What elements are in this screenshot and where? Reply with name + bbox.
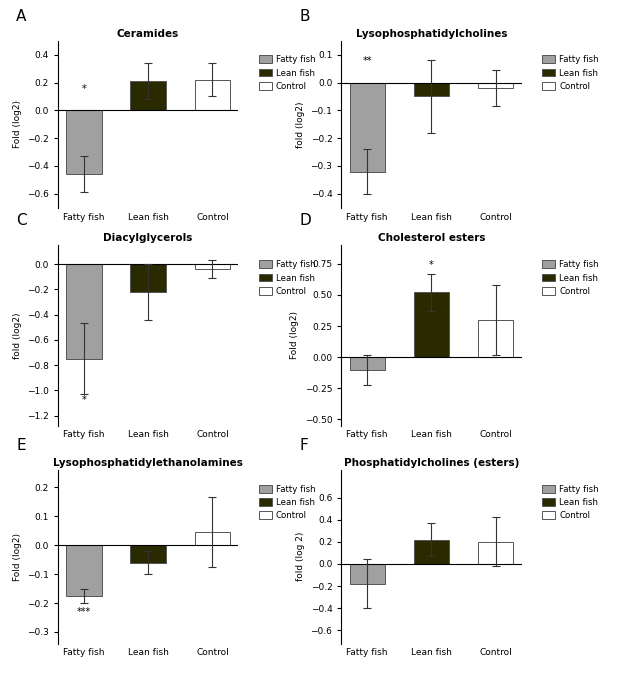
Y-axis label: fold (log 2): fold (log 2) (296, 532, 305, 582)
Y-axis label: fold (log2): fold (log2) (296, 101, 305, 148)
Bar (131, 264, 166, 292)
Legend: Fatty fish, Lean fish, Control: Fatty fish, Lean fish, Control (540, 483, 601, 522)
Legend: Fatty fish, Lean fish, Control: Fatty fish, Lean fish, Control (540, 259, 601, 298)
Bar (194, 532, 230, 545)
Y-axis label: Fold (log2): Fold (log2) (12, 533, 21, 581)
Title: Ceramides: Ceramides (117, 29, 179, 39)
Text: C: C (16, 213, 26, 228)
Bar (131, 81, 166, 110)
Y-axis label: fold (log2): fold (log2) (12, 312, 21, 359)
Text: ***: *** (77, 607, 91, 618)
Text: B: B (299, 9, 310, 24)
Text: *: * (81, 396, 86, 405)
Bar (478, 542, 513, 564)
Text: *: * (429, 260, 434, 270)
Bar (131, 545, 166, 563)
Text: D: D (299, 213, 311, 228)
Bar (194, 264, 230, 269)
Bar (350, 357, 385, 370)
Bar (414, 539, 449, 564)
Legend: Fatty fish, Lean fish, Control: Fatty fish, Lean fish, Control (257, 259, 317, 298)
Bar (414, 292, 449, 357)
Title: Lysophosphatidylethanolamines: Lysophosphatidylethanolamines (53, 458, 243, 468)
Title: Lysophosphatidylcholines: Lysophosphatidylcholines (355, 29, 507, 39)
Text: E: E (16, 438, 26, 453)
Bar (478, 82, 513, 88)
Title: Phosphatidylcholines (esters): Phosphatidylcholines (esters) (344, 458, 519, 468)
Text: *: * (81, 84, 86, 94)
Title: Diacylglycerols: Diacylglycerols (104, 233, 193, 243)
Bar (478, 320, 513, 357)
Bar (66, 264, 102, 359)
Bar (350, 564, 385, 584)
Bar (66, 110, 102, 174)
Y-axis label: Fold (log2): Fold (log2) (12, 100, 21, 148)
Bar (66, 545, 102, 596)
Y-axis label: Fold (log2): Fold (log2) (290, 311, 299, 360)
Legend: Fatty fish, Lean fish, Control: Fatty fish, Lean fish, Control (540, 54, 601, 93)
Title: Cholesterol esters: Cholesterol esters (378, 233, 485, 243)
Bar (350, 82, 385, 172)
Text: **: ** (363, 56, 372, 66)
Bar (194, 80, 230, 110)
Legend: Fatty fish, Lean fish, Control: Fatty fish, Lean fish, Control (257, 54, 317, 93)
Text: A: A (16, 9, 26, 24)
Legend: Fatty fish, Lean fish, Control: Fatty fish, Lean fish, Control (257, 483, 317, 522)
Bar (414, 82, 449, 97)
Text: F: F (299, 438, 308, 453)
